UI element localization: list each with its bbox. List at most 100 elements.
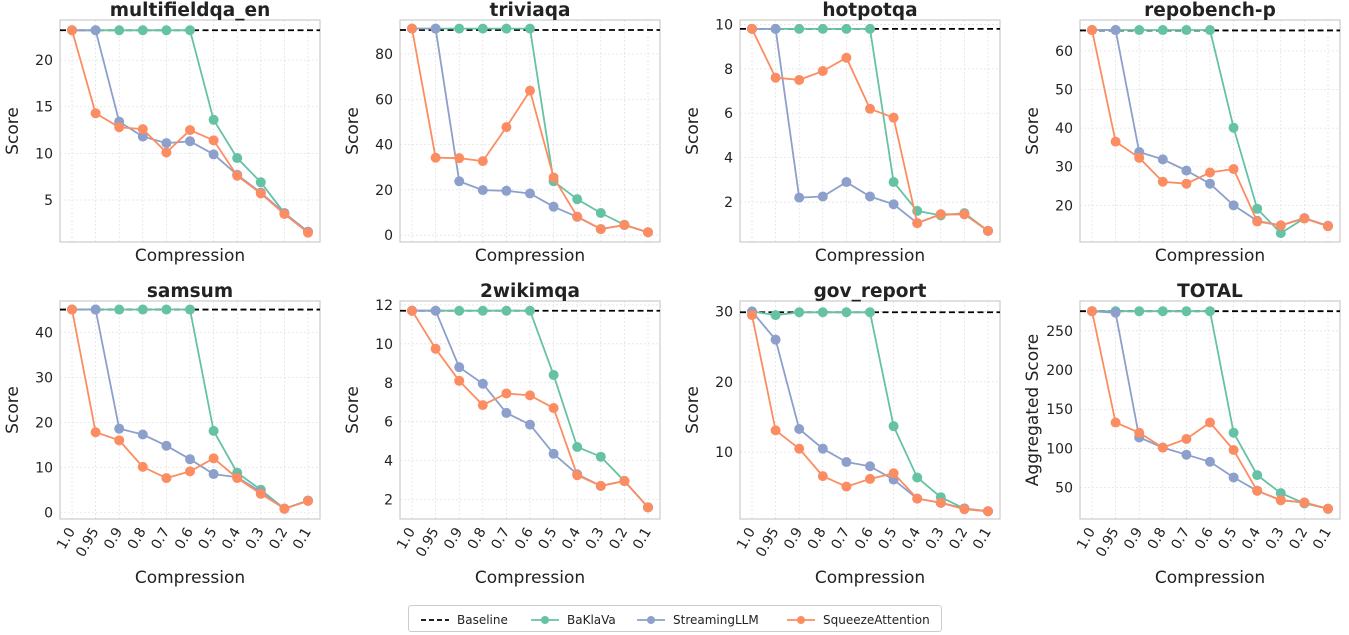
chart-panel-4: 0102030401.00.950.90.80.70.60.50.40.30.2… bbox=[3, 281, 321, 588]
data-point-squeezeattention bbox=[137, 124, 148, 135]
data-point-streamingllm bbox=[137, 429, 148, 440]
y-tick-label: 4 bbox=[724, 151, 733, 167]
data-point-baklava bbox=[501, 23, 512, 34]
x-tick-label: 0.6 bbox=[1192, 525, 1217, 552]
x-tick-label: 0.1 bbox=[970, 525, 995, 552]
data-point-baklava bbox=[595, 451, 606, 462]
x-tick-label: 0.6 bbox=[852, 525, 877, 552]
data-point-baklava bbox=[525, 305, 535, 316]
data-point-squeezeattention bbox=[794, 443, 805, 454]
data-point-baklava bbox=[548, 369, 559, 380]
data-point-squeezeattention bbox=[841, 481, 852, 492]
x-tick-label: 0.4 bbox=[559, 525, 584, 552]
y-axis-label: Score bbox=[343, 107, 363, 155]
data-point-baklava bbox=[841, 307, 852, 318]
data-point-squeezeattention bbox=[525, 85, 535, 96]
data-point-baklava bbox=[1157, 306, 1168, 317]
data-point-baklava bbox=[454, 23, 465, 34]
legend-item-streamingllm: StreamingLLM bbox=[637, 606, 759, 633]
data-point-streamingllm bbox=[185, 454, 195, 465]
data-point-squeezeattention bbox=[255, 488, 266, 499]
y-tick-label: 250 bbox=[1046, 324, 1073, 340]
data-point-baklava bbox=[208, 425, 219, 436]
x-tick-label: 0.7 bbox=[828, 525, 853, 552]
data-point-baklava bbox=[1181, 25, 1192, 36]
y-tick-label: 20 bbox=[35, 415, 53, 431]
x-tick-label: 0.8 bbox=[805, 525, 830, 552]
data-point-squeezeattention bbox=[935, 209, 946, 220]
x-tick-label: 0.5 bbox=[1216, 525, 1241, 552]
chart-title: gov_report bbox=[814, 281, 927, 302]
x-tick-label: 0.95 bbox=[73, 525, 102, 560]
legend-swatch-baseline bbox=[421, 618, 449, 621]
data-point-streamingllm bbox=[1110, 25, 1121, 36]
data-point-squeezeattention bbox=[161, 147, 172, 158]
data-point-squeezeattention bbox=[865, 473, 875, 484]
y-axis-label: Score bbox=[3, 386, 23, 434]
data-point-squeezeattention bbox=[865, 103, 875, 114]
x-tick-label: 0.8 bbox=[465, 525, 490, 552]
x-axis-label: Compression bbox=[135, 246, 245, 266]
figure-canvas: 5101520multifieldqa_enCompressionScore02… bbox=[3, 0, 1341, 588]
data-point-squeezeattention bbox=[888, 112, 899, 123]
y-tick-label: 10 bbox=[715, 445, 733, 461]
x-tick-label: 0.9 bbox=[1121, 525, 1146, 552]
data-point-squeezeattention bbox=[279, 209, 290, 220]
data-point-streamingllm bbox=[548, 448, 559, 459]
y-tick-label: 60 bbox=[1055, 44, 1073, 60]
y-tick-label: 5 bbox=[44, 193, 53, 209]
data-point-streamingllm bbox=[430, 305, 441, 316]
data-point-baklava bbox=[841, 23, 852, 34]
data-point-baklava bbox=[888, 421, 899, 432]
data-point-squeezeattention bbox=[548, 172, 559, 183]
y-axis-label: Score bbox=[343, 386, 363, 434]
data-point-baklava bbox=[114, 304, 125, 315]
data-point-squeezeattention bbox=[643, 502, 653, 513]
data-point-streamingllm bbox=[770, 23, 781, 34]
data-point-squeezeattention bbox=[888, 468, 899, 479]
data-point-squeezeattention bbox=[137, 461, 148, 472]
legend-swatch-squeezeattention bbox=[787, 615, 815, 624]
data-point-squeezeattention bbox=[643, 227, 653, 238]
data-point-streamingllm bbox=[817, 191, 828, 202]
data-point-squeezeattention bbox=[1252, 216, 1263, 227]
data-point-squeezeattention bbox=[279, 503, 290, 514]
data-point-streamingllm bbox=[90, 25, 101, 36]
x-tick-label: 0.3 bbox=[583, 525, 608, 552]
data-point-squeezeattention bbox=[501, 388, 512, 399]
chart-panel-0: 5 10 15 20 multifieldqa_en Compression Score bbox=[3, 0, 321, 266]
data-point-baklava bbox=[161, 25, 172, 36]
x-tick-label: 0.2 bbox=[606, 525, 631, 552]
data-point-streamingllm bbox=[817, 443, 828, 454]
data-point-streamingllm bbox=[1181, 449, 1192, 460]
data-point-squeezeattention bbox=[1323, 503, 1333, 514]
data-point-squeezeattention bbox=[1275, 495, 1286, 506]
data-point-squeezeattention bbox=[90, 108, 101, 119]
data-point-baklava bbox=[185, 25, 195, 36]
data-point-baklava bbox=[1275, 488, 1286, 499]
data-point-squeezeattention bbox=[572, 211, 583, 222]
data-point-baklava bbox=[595, 208, 606, 219]
y-tick-label: 20 bbox=[375, 183, 393, 199]
data-point-baklava bbox=[865, 307, 875, 318]
x-tick-label: 0.3 bbox=[923, 525, 948, 552]
data-point-squeezeattention bbox=[935, 497, 946, 508]
data-point-squeezeattention bbox=[747, 23, 757, 34]
data-point-squeezeattention bbox=[1134, 152, 1145, 163]
data-point-baklava bbox=[1134, 306, 1145, 317]
data-point-streamingllm bbox=[430, 23, 441, 34]
data-point-squeezeattention bbox=[595, 224, 606, 235]
y-tick-label: 30 bbox=[715, 305, 733, 321]
data-point-baklava bbox=[888, 177, 899, 188]
x-tick-label: 0.5 bbox=[536, 525, 561, 552]
y-tick-label: 12 bbox=[375, 298, 393, 314]
data-point-baklava bbox=[477, 305, 488, 316]
plot-frame bbox=[399, 19, 661, 243]
data-point-streamingllm bbox=[208, 149, 219, 160]
legend-item-baklava: BaKlaVa bbox=[531, 606, 616, 633]
data-point-squeezeattention bbox=[407, 23, 417, 34]
plot-frame bbox=[59, 300, 321, 520]
data-point-squeezeattention bbox=[1228, 444, 1239, 455]
data-point-squeezeattention bbox=[1252, 485, 1263, 496]
plot-frame bbox=[59, 19, 321, 243]
